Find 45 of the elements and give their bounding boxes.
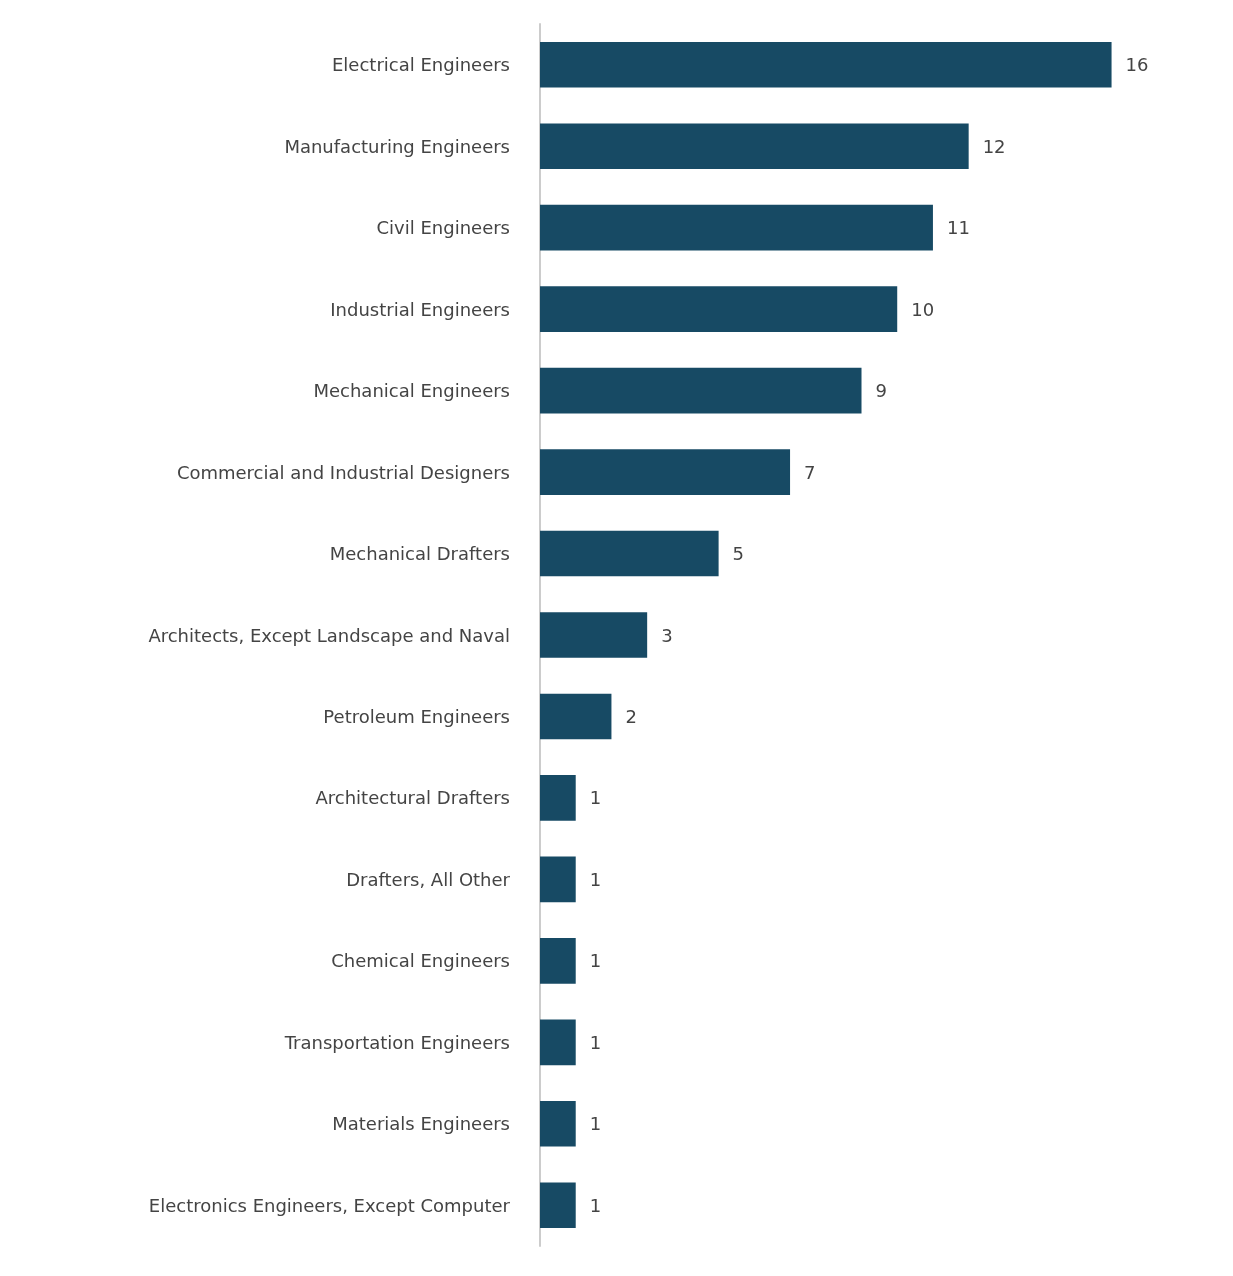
data-label: 3	[661, 624, 673, 646]
data-label: 12	[982, 135, 1006, 157]
bar	[540, 530, 719, 577]
y-tick-label: Materials Engineers	[332, 1113, 510, 1135]
y-tick-label: Mechanical Engineers	[313, 380, 510, 402]
y-tick-label: Architects, Except Landscape and Naval	[148, 624, 510, 646]
y-tick-label: Transportation Engineers	[283, 1031, 510, 1053]
data-label: 16	[1125, 54, 1149, 76]
y-tick-label: Manufacturing Engineers	[284, 135, 510, 157]
bar	[540, 1182, 576, 1229]
bar	[540, 449, 791, 495]
y-tick-label: Petroleum Engineers	[323, 705, 510, 727]
data-label: 10	[911, 298, 935, 320]
bar	[540, 612, 648, 658]
data-label: 9	[875, 380, 887, 402]
bar	[540, 938, 576, 984]
y-tick-label: Civil Engineers	[376, 217, 510, 239]
bar	[540, 856, 576, 903]
bar	[540, 1100, 576, 1147]
data-label: 2	[625, 705, 637, 727]
data-label: 11	[946, 217, 970, 239]
data-label: 7	[804, 461, 816, 483]
data-label: 1	[589, 1194, 602, 1216]
bar	[540, 775, 576, 821]
y-tick-label: Industrial Engineers	[330, 298, 510, 320]
y-tick-label: Commercial and Industrial Designers	[176, 461, 510, 483]
y-tick-label: Chemical Engineers	[331, 950, 510, 972]
bar	[540, 123, 969, 170]
y-tick-label: Architectural Drafters	[315, 787, 510, 809]
y-tick-label: Electrical Engineers	[332, 54, 510, 76]
data-label: 1	[589, 950, 602, 972]
y-tick-label: Mechanical Drafters	[329, 543, 510, 565]
bar	[540, 367, 862, 414]
data-label: 5	[732, 543, 745, 565]
bar	[540, 693, 612, 740]
bar	[540, 286, 898, 332]
bar	[540, 1019, 576, 1066]
data-label: 1	[589, 868, 602, 890]
bar	[540, 204, 933, 251]
data-label: 1	[589, 787, 602, 809]
bar	[540, 41, 1112, 88]
y-tick-label: Electronics Engineers, Except Computer	[148, 1194, 511, 1216]
y-tick-label: Drafters, All Other	[346, 868, 511, 890]
data-label: 1	[589, 1031, 602, 1053]
data-label: 1	[589, 1113, 602, 1135]
